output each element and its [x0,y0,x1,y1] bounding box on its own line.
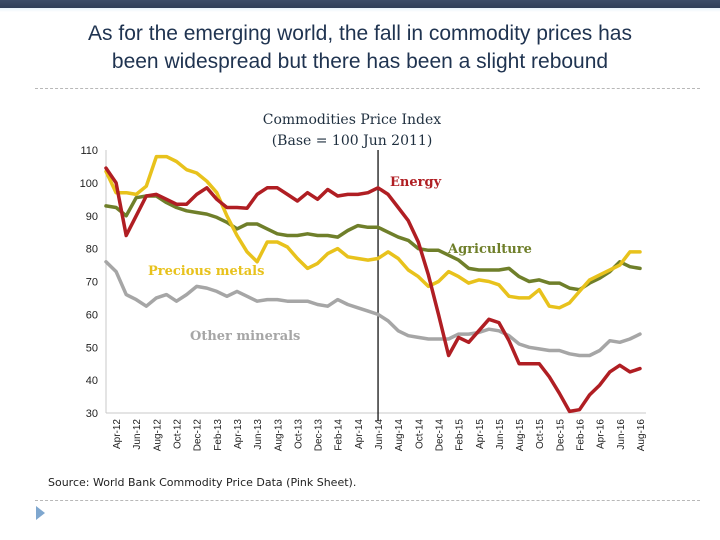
title-divider [35,88,700,89]
x-tick-label: Apr-15 [475,419,486,449]
y-tick-label: 50 [86,342,98,354]
footer-divider [35,500,700,501]
chart-title: Commodities Price Index [263,112,442,128]
x-tick-label: Oct-12 [173,419,184,449]
series-label-other-minerals: Other minerals [190,329,300,344]
x-tick-label: Dec-12 [193,419,204,452]
y-tick-label: 80 [86,244,98,256]
slide-title-line-1: As for the emerging world, the fall in c… [88,22,632,45]
x-tick-label: Aug-13 [273,419,284,452]
x-tick-label: Oct-15 [535,419,546,449]
slide-title: As for the emerging world, the fall in c… [20,20,700,76]
series-line-agriculture [104,194,642,292]
x-tick-label: Jun-12 [132,419,143,450]
y-tick-label: 30 [86,408,98,420]
series-labels: Energy Agriculture Precious metals Other mi… [148,175,532,344]
y-tick-label: 70 [86,277,98,289]
x-tick-label: Aug-15 [515,419,526,452]
series-line-precious-metals [104,154,642,310]
x-tick-label: Jun-16 [616,419,627,450]
series-label-precious-metals: Precious metals [148,264,264,279]
series-lines [104,154,642,414]
y-tick-label: 60 [86,309,98,321]
x-tick-label: Jun-14 [374,419,385,450]
x-tick-label: Dec-15 [555,419,566,452]
y-axis-ticks: 110 100 90 80 70 60 50 40 30 [80,145,98,420]
chart-axes [105,150,646,421]
x-tick-label: Jun-13 [253,419,264,450]
slide-title-line-2: been widespread but there has been a sli… [111,50,609,73]
y-tick-label: 110 [80,145,98,157]
x-tick-label: Apr-14 [354,419,365,449]
series-line-other-minerals [104,260,642,358]
series-label-agriculture: Agriculture [447,242,532,257]
slide-top-bar-shadow [0,8,720,12]
y-tick-label: 90 [86,211,98,223]
slide-top-bar [0,0,720,8]
x-tick-label: Feb-16 [576,419,587,451]
x-tick-label: Apr-12 [112,419,123,449]
x-axis-ticks: Apr-12 Jun-12 Aug-12 Oct-12 Dec-12 Feb-13 Apr-… [112,419,647,452]
x-tick-label: Feb-14 [334,419,345,451]
x-tick-label: Aug-14 [394,419,405,452]
x-tick-label: Apr-13 [233,419,244,449]
x-tick-label: Feb-13 [213,419,224,451]
source-note: Source: World Bank Commodity Price Data … [48,476,357,489]
x-tick-label: Aug-16 [636,419,647,452]
x-tick-label: Dec-14 [434,419,445,452]
series-label-energy: Energy [390,175,442,190]
x-tick-label: Feb-15 [455,419,466,451]
x-tick-label: Jun-15 [495,419,506,450]
x-tick-label: Apr-16 [596,419,607,449]
chart-subtitle: (Base = 100 Jun 2011) [272,133,433,149]
slide-bullet-triangle-icon [36,506,45,520]
series-line-energy [104,166,642,414]
x-tick-label: Oct-14 [414,419,425,449]
x-tick-label: Aug-12 [152,419,163,452]
x-tick-label: Oct-13 [293,419,304,449]
x-tick-label: Dec-13 [314,419,325,452]
y-tick-label: 100 [80,178,98,190]
y-tick-label: 40 [86,375,98,387]
